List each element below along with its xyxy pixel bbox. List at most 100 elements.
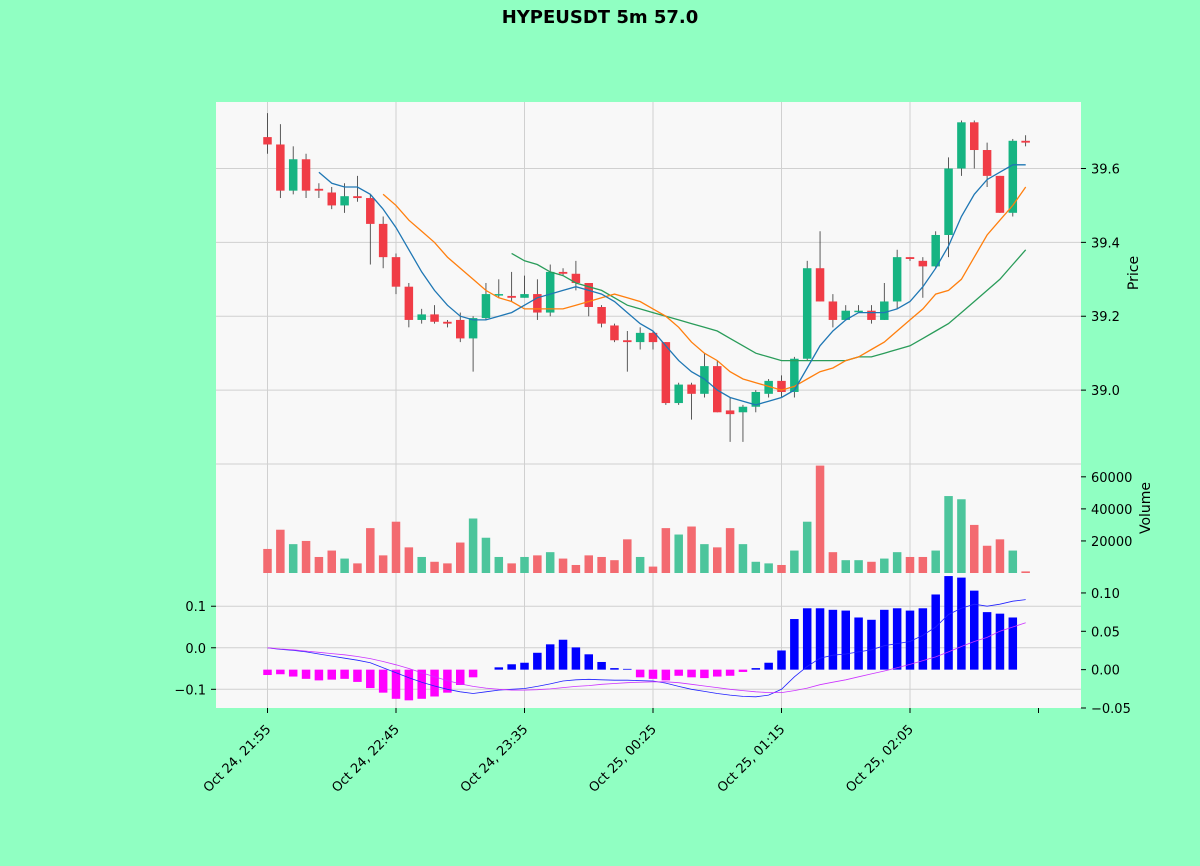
candle-body <box>545 271 555 313</box>
volume-bar <box>520 556 529 573</box>
candle-body <box>353 196 362 199</box>
candle-body <box>828 301 838 320</box>
volume-bar <box>288 544 298 573</box>
macd-histogram-bar <box>610 668 619 670</box>
x-tick-label: Oct 25, 02:05 <box>843 722 916 795</box>
ma-slow-line <box>511 249 1027 362</box>
volume-bar <box>1021 571 1030 573</box>
x-tick-label: Oct 25, 01:15 <box>715 722 788 795</box>
macd-histogram-bar <box>378 669 388 693</box>
candle-body <box>340 196 349 206</box>
candle-body <box>944 168 953 235</box>
candle-body <box>661 342 671 404</box>
candle-body <box>443 321 452 324</box>
price-tick-label: 39.4 <box>1091 236 1120 251</box>
candle-body <box>327 192 336 206</box>
macd-histogram-bar <box>751 668 761 670</box>
macd-right-tick-label: −0.05 <box>1091 702 1131 717</box>
volume-bar <box>263 548 272 573</box>
macd-histogram-bar <box>340 669 349 679</box>
volume-bar <box>545 552 555 573</box>
x-tick-label: Oct 24, 21:55 <box>201 722 274 795</box>
volume-bar <box>571 564 581 573</box>
macd-histogram-bar <box>571 647 581 670</box>
candle-body <box>918 260 928 267</box>
volume-bar <box>443 563 452 573</box>
volume-bar <box>623 539 632 573</box>
candle-body <box>841 310 850 320</box>
macd-histogram-bar <box>1008 617 1018 670</box>
macd-histogram-bar <box>558 639 568 670</box>
volume-bar <box>700 544 709 573</box>
volume-bar <box>430 561 439 573</box>
macd-histogram-bar <box>713 669 722 677</box>
chart-title: HYPEUSDT 5m 57.0 <box>502 7 699 28</box>
x-tick-label: Oct 24, 22:45 <box>329 722 402 795</box>
candle-body <box>854 310 863 313</box>
macd-histogram-bar <box>700 669 709 679</box>
volume-bar <box>841 560 850 573</box>
candle-body <box>802 268 812 359</box>
candle-body <box>494 294 504 296</box>
candle-body <box>892 257 902 302</box>
candle-body <box>738 406 748 413</box>
volume-bar <box>828 552 838 573</box>
x-tick-label: Oct 25, 00:25 <box>586 722 659 795</box>
macd-right-tick-label: 0.00 <box>1091 664 1120 679</box>
volume-bar <box>790 550 799 573</box>
macd-histogram-bar <box>867 619 876 670</box>
candle-body <box>725 410 735 415</box>
candle-body <box>276 144 285 191</box>
macd-histogram-bar <box>456 669 465 685</box>
volume-bar <box>417 556 426 573</box>
price-tick-label: 39.6 <box>1091 162 1120 177</box>
macd-histogram-bar <box>353 669 362 682</box>
volume-bar <box>905 556 915 573</box>
volume-bar <box>1008 550 1018 573</box>
volume-bar <box>276 529 285 573</box>
volume-bar <box>892 552 902 573</box>
macd-histogram-bar <box>841 610 850 670</box>
candle-body <box>391 257 401 287</box>
candle-body <box>533 294 542 313</box>
volume-bar <box>970 524 979 573</box>
price-axis-label: Price <box>1126 256 1142 290</box>
volume-bar <box>507 563 516 573</box>
volume-bar <box>301 540 311 573</box>
macd-histogram-bar <box>970 590 979 670</box>
macd-histogram-bar <box>815 608 825 670</box>
macd-histogram-bar <box>725 669 735 676</box>
macd-histogram-bar <box>417 669 426 699</box>
candle-body <box>880 301 889 320</box>
candle-body <box>520 294 529 298</box>
volume-tick-label: 60000 <box>1091 471 1132 486</box>
volume-bar <box>481 537 491 573</box>
price-panel <box>263 113 1030 442</box>
candle-body <box>558 271 568 274</box>
candle-body <box>584 283 593 308</box>
volume-bar <box>558 558 568 573</box>
volume-bar <box>957 499 966 573</box>
candle-body <box>366 198 375 224</box>
volume-bar <box>366 528 375 573</box>
macd-histogram-bar <box>790 619 799 670</box>
macd-histogram-bar <box>828 609 838 670</box>
volume-bar <box>674 534 683 573</box>
x-tick-label: Oct 24, 23:35 <box>458 722 531 795</box>
candle-body <box>263 137 272 145</box>
macd-histogram-bar <box>905 610 915 670</box>
candle-body <box>571 273 581 283</box>
macd-histogram-bar <box>327 669 336 680</box>
volume-bar <box>468 518 478 573</box>
macd-histogram-bar <box>674 669 683 676</box>
gridlines <box>216 102 1081 708</box>
candle-body <box>905 257 915 259</box>
volume-bar <box>584 555 593 573</box>
volume-bar <box>764 563 773 573</box>
macd-panel <box>263 576 1026 701</box>
volume-bar <box>314 556 324 573</box>
macd-left-tick-label: 0.1 <box>185 600 206 615</box>
candle-body <box>468 318 478 339</box>
volume-bar <box>353 563 362 573</box>
